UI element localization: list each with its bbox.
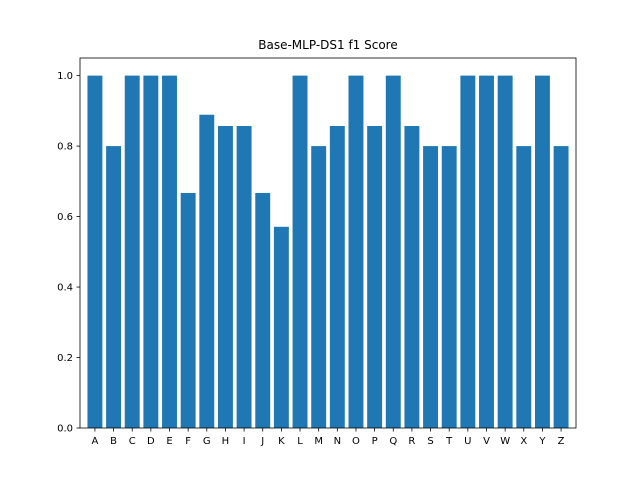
bar-q — [385, 75, 401, 428]
x-tick-label: G — [203, 436, 211, 447]
bar-i — [236, 126, 252, 428]
bar-y — [534, 75, 550, 428]
bar-f — [180, 192, 196, 428]
bar-t — [441, 146, 457, 428]
bar-l — [292, 75, 308, 428]
x-tick-label: C — [129, 436, 136, 447]
bar-r — [404, 126, 420, 428]
x-tick-label: B — [110, 436, 117, 447]
y-tick-label: 0.4 — [57, 283, 73, 294]
x-tick-label: V — [483, 436, 490, 447]
bar-c — [124, 75, 140, 428]
y-axis: 0.0 0.2 0.4 0.6 0.8 1.0 — [57, 71, 80, 435]
x-tick-label: R — [408, 436, 415, 447]
x-tick-label: W — [500, 436, 510, 447]
x-tick-label: D — [147, 436, 155, 447]
x-tick-label: K — [278, 436, 285, 447]
x-tick-label: Q — [389, 436, 397, 447]
bar-x — [516, 146, 532, 428]
y-tick-label: 0.6 — [57, 212, 73, 223]
chart-title: Base-MLP-DS1 f1 Score — [258, 38, 397, 52]
bar-m — [311, 146, 327, 428]
y-tick-label: 0.0 — [57, 424, 73, 435]
bar-s — [423, 146, 439, 428]
bar-h — [217, 126, 233, 428]
bar-v — [479, 75, 494, 428]
bar-w — [497, 75, 513, 428]
x-tick-label: P — [372, 436, 378, 447]
bar-p — [367, 126, 383, 428]
x-tick-label: L — [297, 436, 303, 447]
bar-a — [87, 75, 103, 428]
x-tick-label: S — [427, 436, 433, 447]
bar-z — [553, 146, 569, 428]
bar-d — [143, 75, 159, 428]
x-tick-label: Z — [558, 436, 565, 447]
x-tick-label: N — [334, 436, 341, 447]
x-tick-label: F — [185, 436, 191, 447]
x-tick-label: X — [520, 436, 527, 447]
x-tick-label: M — [314, 436, 323, 447]
x-tick-label: T — [445, 436, 453, 447]
x-tick-label: J — [260, 436, 264, 447]
x-tick-label: E — [166, 436, 172, 447]
bar-n — [329, 126, 345, 428]
plot-frame — [79, 57, 577, 429]
y-tick-label: 0.8 — [57, 142, 73, 153]
bars-group — [87, 75, 569, 428]
bar-g — [199, 114, 215, 428]
x-tick-label: I — [243, 436, 246, 447]
bar-e — [162, 75, 177, 428]
x-tick-label: A — [91, 436, 98, 447]
x-tick-label: U — [464, 436, 471, 447]
x-tick-label: Y — [538, 436, 546, 447]
bar-j — [255, 192, 271, 428]
y-tick-label: 1.0 — [57, 71, 73, 82]
x-tick-label: H — [222, 436, 230, 447]
bar-b — [106, 146, 122, 428]
y-tick-label: 0.2 — [57, 353, 73, 364]
x-tick-label: O — [352, 436, 360, 447]
bar-u — [460, 75, 476, 428]
bar-k — [273, 226, 289, 428]
bar-o — [348, 75, 364, 428]
